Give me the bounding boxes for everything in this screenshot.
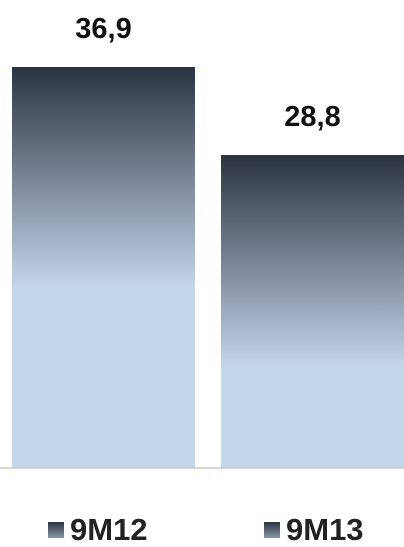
data-label-9m12: 36,9 bbox=[75, 13, 132, 45]
legend-swatch-9m13 bbox=[264, 522, 280, 538]
legend-item-9m13: 9M13 bbox=[264, 513, 364, 547]
legend-label-9m12: 9M12 bbox=[70, 512, 148, 547]
legend-label-9m13: 9M13 bbox=[286, 512, 364, 547]
data-label-9m13: 28,8 bbox=[284, 101, 341, 134]
bars-group bbox=[12, 67, 404, 468]
legend-item-9m12: 9M12 bbox=[48, 513, 148, 547]
bar-9m13 bbox=[221, 155, 404, 468]
legend-swatch-9m12 bbox=[48, 522, 64, 538]
bar-9m12 bbox=[12, 67, 195, 468]
